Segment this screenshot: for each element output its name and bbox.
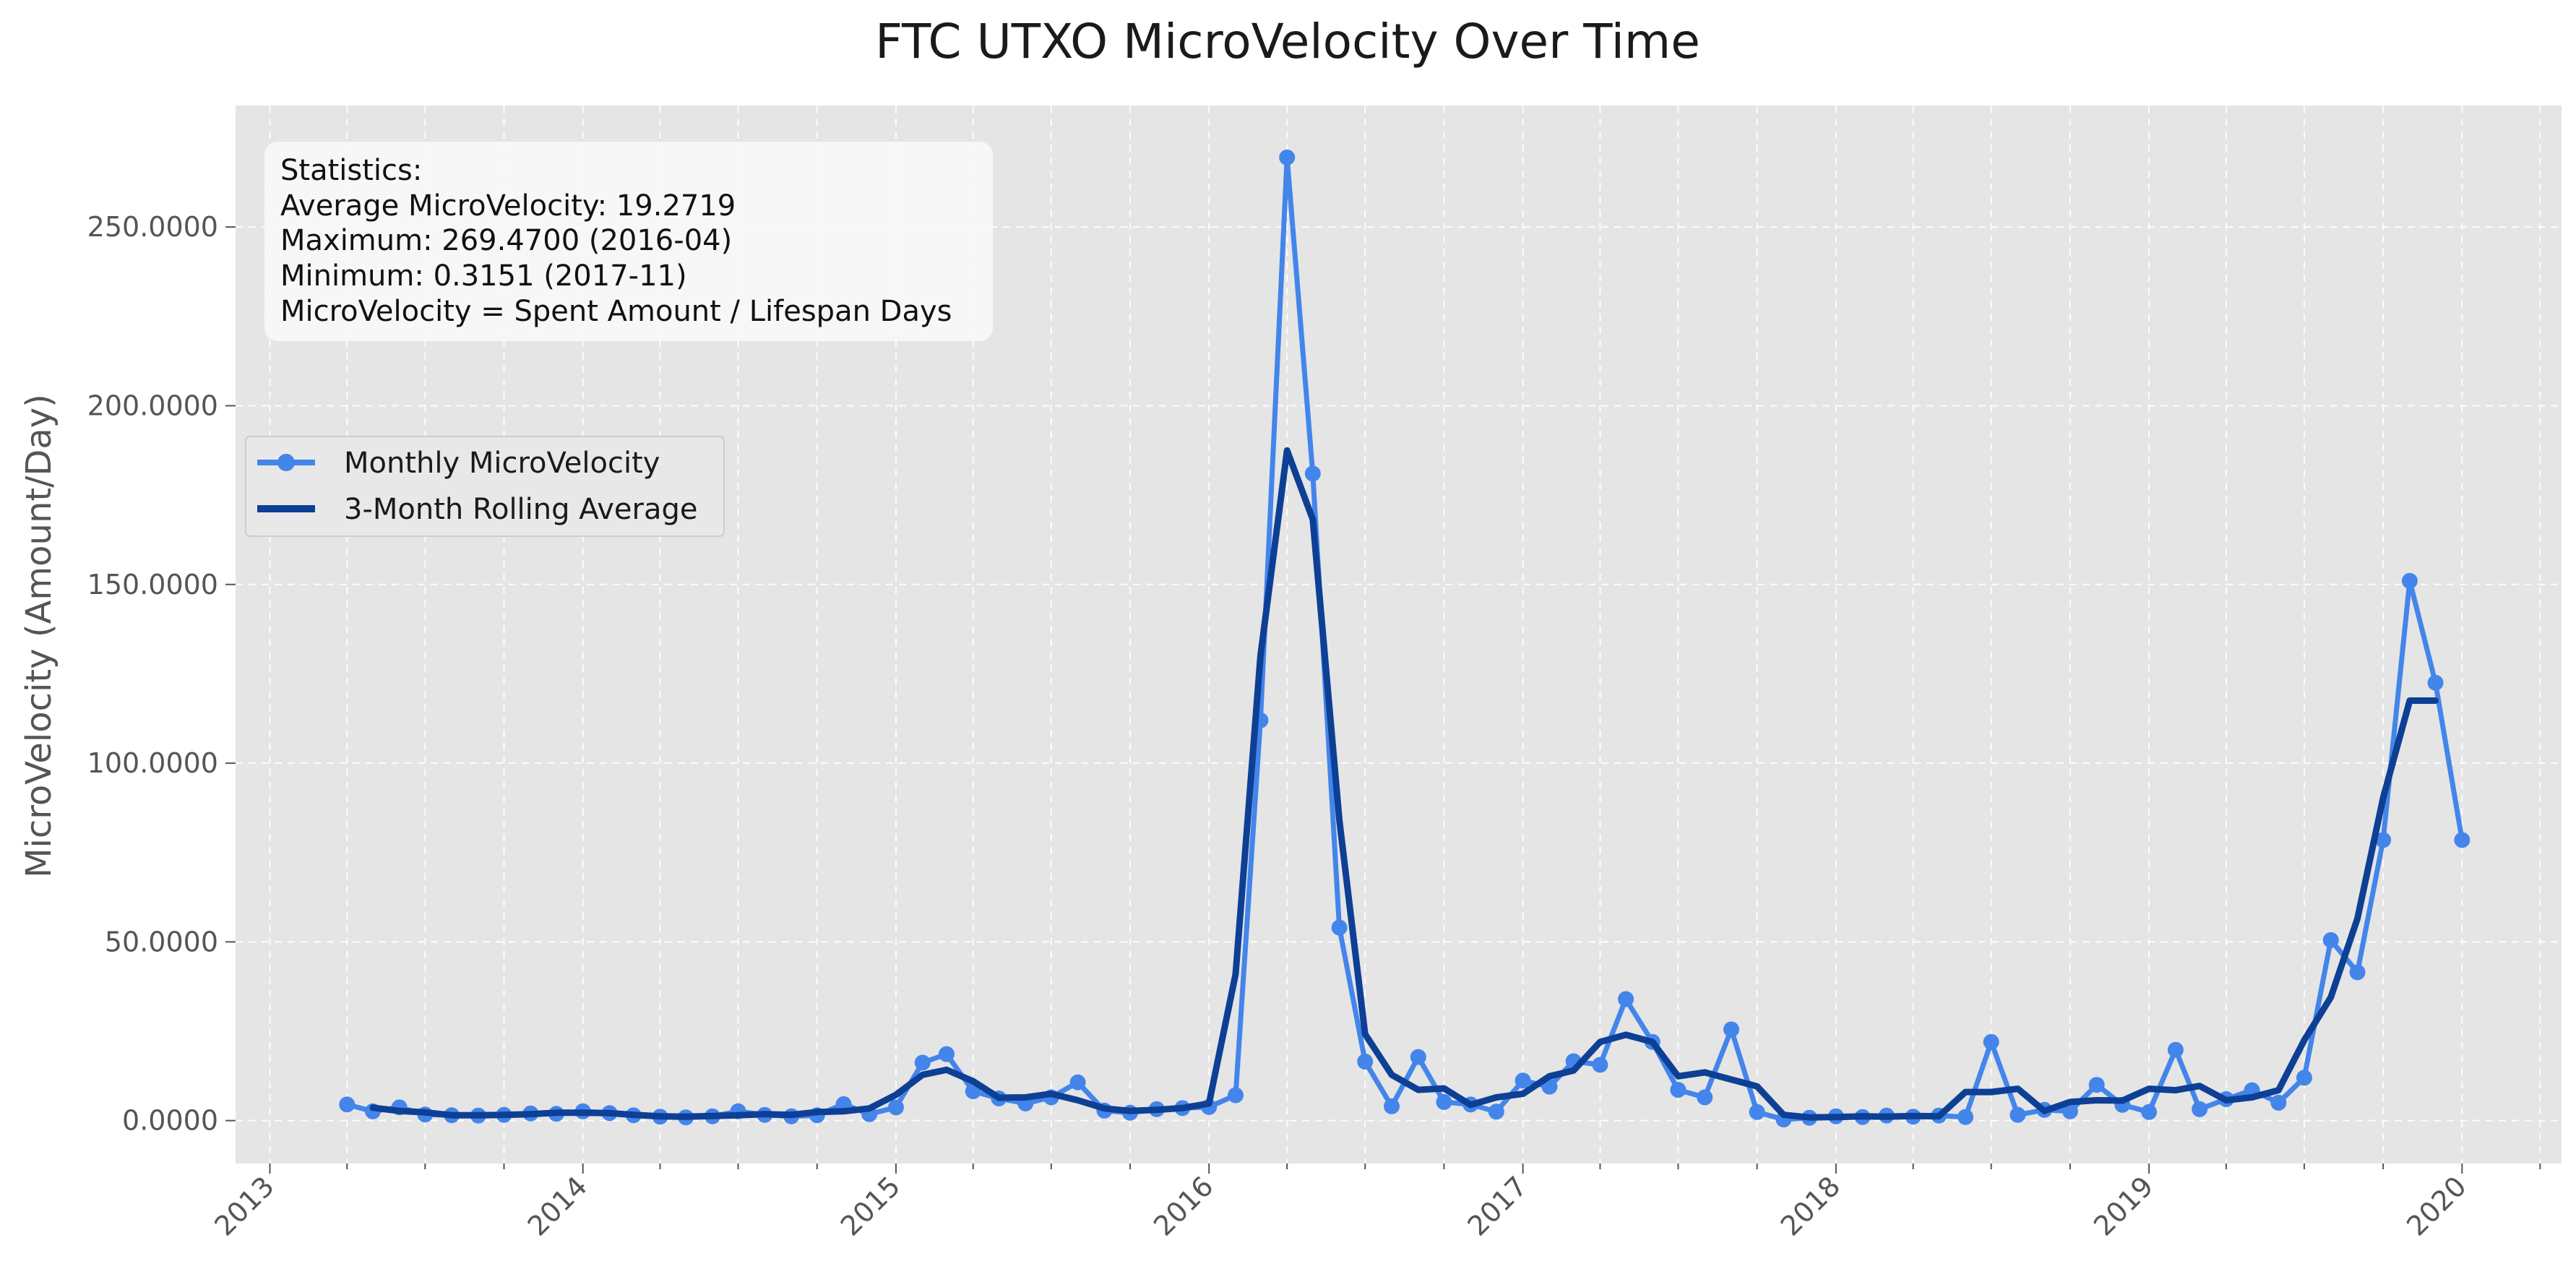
stats-line: Average MicroVelocity: 19.2719: [280, 189, 736, 223]
x-tick-label: 2019: [2088, 1170, 2160, 1242]
data-point: [2141, 1104, 2158, 1120]
y-tick-label: 100.0000: [87, 747, 218, 779]
data-point: [1592, 1057, 1608, 1073]
x-tick-label: 2016: [1147, 1170, 1220, 1242]
data-point: [339, 1096, 356, 1113]
stats-line: Maximum: 269.4700 (2016-04): [280, 224, 732, 257]
data-point: [1436, 1093, 1452, 1110]
data-point: [2192, 1101, 2208, 1117]
legend-background: [245, 436, 725, 537]
data-point: [1670, 1082, 1687, 1098]
data-point: [1749, 1104, 1765, 1120]
chart-title: FTC UTXO MicroVelocity Over Time: [875, 14, 1700, 69]
y-tick-label: 150.0000: [87, 569, 218, 601]
x-tick-label: 2018: [1775, 1170, 1847, 1242]
y-axis-label: MicroVelocity (Amount/Day): [19, 394, 59, 878]
y-tick-label: 200.0000: [87, 390, 218, 421]
data-point: [2296, 1070, 2312, 1086]
x-tick-label: 2014: [522, 1170, 594, 1242]
legend-marker-monthly: [277, 454, 295, 471]
rolling-average-line: [369, 447, 2439, 1121]
x-tick-label: 2013: [208, 1170, 280, 1242]
data-point: [2167, 1041, 2184, 1058]
data-point: [2322, 932, 2339, 948]
data-point: [2088, 1077, 2105, 1093]
data-point: [2375, 832, 2392, 848]
data-point: [1331, 919, 1348, 936]
data-point: [938, 1046, 955, 1062]
series-layer: [339, 149, 2471, 1128]
data-point: [1488, 1104, 1504, 1120]
legend: Monthly MicroVelocity 3-Month Rolling Av…: [245, 436, 725, 537]
legend-label-monthly: Monthly MicroVelocity: [344, 447, 660, 480]
stats-line: Minimum: 0.3151 (2017-11): [280, 259, 687, 293]
data-point: [887, 1099, 904, 1116]
x-tick-label: 2017: [1461, 1170, 1533, 1242]
data-point: [1957, 1109, 1974, 1125]
x-tick-label: 2020: [2400, 1170, 2473, 1242]
stats-line: MicroVelocity = Spent Amount / Lifespan …: [280, 295, 952, 328]
data-point: [1410, 1049, 1426, 1065]
legend-label-rolling: 3-Month Rolling Average: [344, 493, 698, 526]
data-point: [914, 1054, 931, 1071]
data-point: [2401, 572, 2418, 589]
data-point: [1069, 1074, 1086, 1090]
data-point: [1723, 1021, 1740, 1038]
data-point: [1357, 1054, 1374, 1070]
grid: [236, 106, 2562, 1163]
data-point: [2062, 1103, 2078, 1119]
data-point: [1279, 149, 1296, 165]
statistics-box-background: [264, 142, 993, 341]
y-tick-label: 50.0000: [105, 926, 218, 958]
data-point: [1384, 1098, 1400, 1114]
data-point: [2427, 674, 2444, 691]
data-point: [1515, 1072, 1531, 1089]
data-point: [2454, 832, 2471, 848]
stats-line: Statistics:: [280, 154, 422, 187]
data-point: [2349, 964, 2366, 981]
data-point: [1227, 1087, 1244, 1104]
data-point: [1304, 465, 1321, 482]
data-point: [1618, 991, 1634, 1007]
x-tick-label: 2015: [835, 1170, 907, 1242]
y-tick-label: 0.0000: [122, 1105, 218, 1137]
data-point: [1983, 1033, 1999, 1050]
data-point: [2009, 1106, 2026, 1123]
statistics-box: Statistics: Average MicroVelocity: 19.27…: [264, 142, 993, 341]
y-tick-label: 250.0000: [87, 211, 218, 243]
data-point: [1697, 1089, 1713, 1106]
data-point: [2270, 1094, 2287, 1111]
